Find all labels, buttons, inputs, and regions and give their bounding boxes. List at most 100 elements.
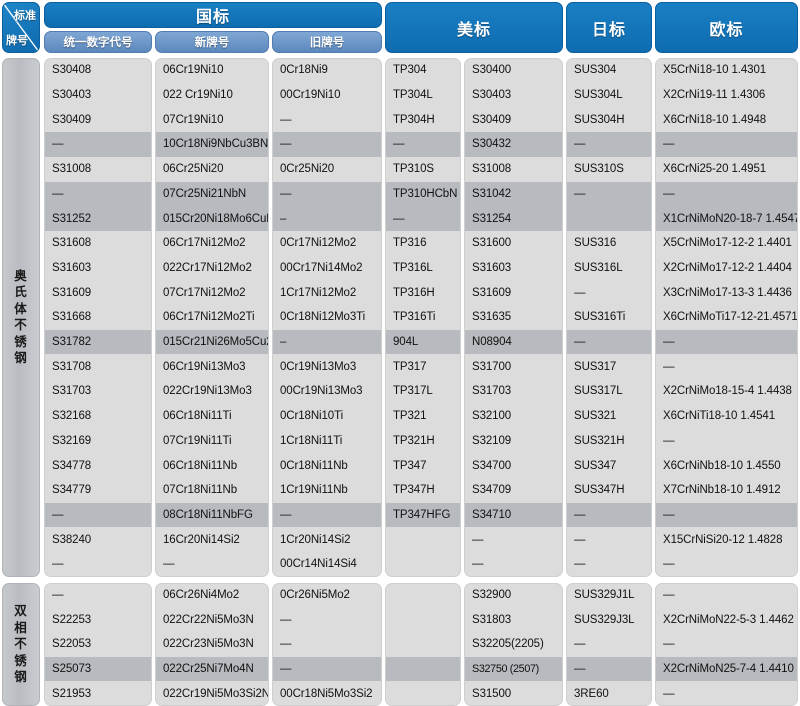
table-cell: — <box>574 638 586 651</box>
category-char: 钢 <box>14 351 28 366</box>
table-cell: — <box>567 502 651 528</box>
table-cell: X5CrNiMo17-12-2 1.4401 <box>663 237 792 250</box>
header-group-gb[interactable]: 国标 <box>44 2 382 28</box>
table-cell: 00Cr14Ni14Si4 <box>280 558 357 571</box>
table-cell: S30409 <box>472 113 512 126</box>
table-cell: 06Cr17Ni12Mo2Ti <box>163 311 255 324</box>
header-sub-2[interactable]: 旧牌号 <box>272 31 382 53</box>
table-cell <box>386 681 460 705</box>
table-cell: S38240 <box>52 533 92 546</box>
table-cell: S34778 <box>52 459 92 472</box>
table-cell: TP304H <box>393 113 435 126</box>
table-cell: 07Cr17Ni12Mo2 <box>163 286 246 299</box>
table-cell: S32750 (2507) <box>465 656 562 682</box>
table-cell: TP321H <box>393 434 435 447</box>
table-cell: X2CrNiMoN22-5-3 1.4462 <box>663 613 794 626</box>
table-cell: – <box>273 206 381 231</box>
table-cell: — <box>280 613 292 626</box>
category-char: 不 <box>14 318 28 333</box>
table-cell: 07Cr25Ni21NbN <box>156 181 268 207</box>
column-block-gb_code-austenitic: S30408 S30403 S30409— S31008— S31252 S31608 S3… <box>44 58 152 577</box>
column-block-us_tp-duplex <box>385 582 461 706</box>
table-cell: S34700 <box>472 459 512 472</box>
header-corner-cell: 标准 牌号 <box>2 2 40 53</box>
table-cell: — <box>663 360 675 373</box>
table-cell: SUS329J3L <box>574 613 635 626</box>
table-cell: — <box>472 533 484 546</box>
table-cell: SUS347 <box>574 459 617 472</box>
header-sub-label: 旧牌号 <box>309 37 345 49</box>
column-block-en-duplex: — X2CrNiMoN22-5-3 1.4462 — X2CrNiMoN25-7-4 … <box>655 582 798 706</box>
category-char: 不 <box>14 637 28 652</box>
table-cell: — <box>574 533 586 546</box>
table-cell: 022Cr22Ni5Mo3N <box>163 613 254 626</box>
table-cell: SUS316 <box>574 237 617 250</box>
category-char: 锈 <box>14 334 28 349</box>
table-cell: 10Cr18Ni9NbCu3BN <box>156 132 268 157</box>
corner-label-grade: 牌号 <box>6 35 28 47</box>
table-cell: 06Cr19Ni10 <box>163 64 224 77</box>
table-cell: S30400 <box>472 64 512 77</box>
table-cell: TP316H <box>393 286 435 299</box>
table-cell: S31703 <box>472 385 512 398</box>
table-cell: N08904 <box>465 329 562 355</box>
table-cell: — <box>567 329 651 355</box>
table-cell: 015Cr20Ni18Mo6CuN <box>156 206 268 231</box>
table-cell: S31703 <box>52 385 92 398</box>
table-cell: 022Cr19Ni13Mo3 <box>163 385 252 398</box>
table-cell: TP304L <box>393 89 433 102</box>
table-cell: — <box>663 589 675 602</box>
table-cell: S34710 <box>465 502 562 528</box>
table-cell: S32100 <box>472 410 512 423</box>
table-cell: S32205(2205) <box>472 638 544 651</box>
table-cell: 1Cr18Ni11Ti <box>280 434 343 447</box>
table-cell: X6CrNiTi18-10 1.4541 <box>663 410 775 423</box>
table-cell: TP316L <box>393 261 433 274</box>
table-cell: 06Cr18Ni11Nb <box>163 459 238 472</box>
column-block-gb_new-duplex: 06Cr26Ni4Mo2 022Cr22Ni5Mo3N 022Cr23Ni5Mo3N… <box>155 582 269 706</box>
table-cell: S31008 <box>52 163 92 176</box>
table-cell: SUS329J1L <box>574 589 635 602</box>
table-cell: — <box>386 132 460 157</box>
table-cell: X3CrNiMo17-13-3 1.4436 <box>663 286 792 299</box>
table-cell: S34779 <box>52 484 92 497</box>
table-cell: 3RE60 <box>574 687 609 700</box>
table-cell: 1Cr20Ni14Si2 <box>280 533 351 546</box>
table-cell: SUS317L <box>574 385 623 398</box>
table-cell: SUS316L <box>574 261 623 274</box>
table-cell: 022Cr17Ni12Mo2 <box>163 261 252 274</box>
table-cell: S22053 <box>52 638 92 651</box>
table-cell: 07Cr18Ni11Nb <box>163 484 238 497</box>
table-cell: S31609 <box>472 286 512 299</box>
table-cell: TP347H <box>393 484 435 497</box>
table-cell: S31603 <box>52 261 92 274</box>
table-cell: — <box>656 132 797 157</box>
table-cell: S31708 <box>52 360 92 373</box>
table-cell: TP347 <box>393 459 427 472</box>
table-cell: S34709 <box>472 484 512 497</box>
table-cell: SUS347H <box>574 484 625 497</box>
table-cell: 0Cr18Ni9 <box>280 64 328 77</box>
header-group-label: 美标 <box>456 21 491 39</box>
table-cell: 022Cr23Ni5Mo3N <box>163 638 254 651</box>
table-cell: S31635 <box>472 311 512 324</box>
header-sub-0[interactable]: 统一数字代号 <box>44 31 152 53</box>
table-cell: — <box>163 558 175 571</box>
table-cell: — <box>52 589 64 602</box>
table-cell: — <box>574 286 586 299</box>
table-cell <box>386 607 460 632</box>
table-cell: S30409 <box>52 113 92 126</box>
column-block-gb_old-austenitic: 0Cr18Ni9 00Cr19Ni10— —0Cr25Ni20— –0Cr17Ni12… <box>272 58 382 577</box>
header-group-en[interactable]: 欧标 <box>655 2 798 53</box>
table-cell: S31500 <box>472 687 512 700</box>
table-cell: S31668 <box>52 311 92 324</box>
table-cell: 0Cr26Ni5Mo2 <box>280 589 350 602</box>
header-sub-label: 新牌号 <box>194 37 230 49</box>
header-group-astm[interactable]: 美标 <box>385 2 563 53</box>
column-block-us_tp-austenitic: TP304 TP304L TP304H — TP310S TP310HCbN — TP316 T… <box>385 58 461 577</box>
table-cell: S31600 <box>472 237 512 250</box>
table-cell: TP321 <box>393 410 427 423</box>
header-sub-1[interactable]: 新牌号 <box>155 31 269 53</box>
table-cell: 07Cr19Ni11Ti <box>163 434 232 447</box>
header-group-jis[interactable]: 日标 <box>566 2 652 53</box>
